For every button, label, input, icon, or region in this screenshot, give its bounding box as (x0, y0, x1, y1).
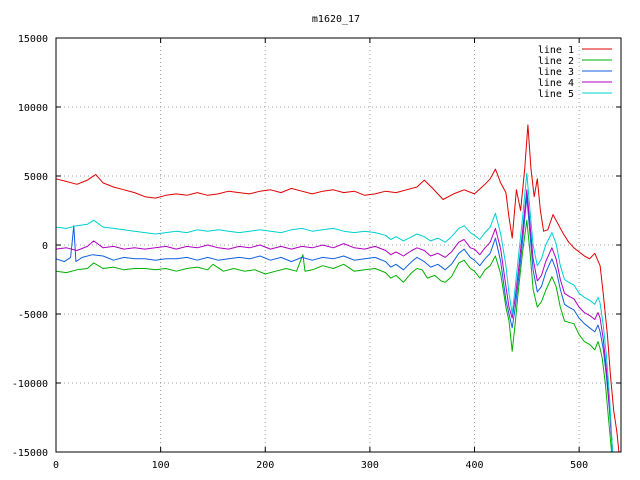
y-tick-label: 0 (42, 241, 48, 252)
axis-ticks: 0 100 200 300 400 500 -15000 -10000 -5000 0 5000 10… (12, 34, 621, 471)
grid-lines (56, 38, 621, 452)
legend-label: line 2 (538, 56, 574, 67)
y-tick-label: -5000 (18, 310, 48, 321)
legend-label: line 4 (538, 78, 574, 89)
chart-title: m1620_17 (312, 14, 360, 25)
series-line-1 (55, 124, 620, 453)
x-tick-label: 200 (256, 460, 274, 471)
y-tick-label: 5000 (24, 172, 48, 183)
x-tick-label: 300 (361, 460, 379, 471)
x-tick-label: 500 (570, 460, 588, 471)
series-line-2 (55, 219, 613, 453)
legend-label: line 1 (538, 45, 574, 56)
x-tick-label: 100 (152, 460, 170, 471)
y-tick-label: 15000 (18, 34, 48, 45)
legend-label: line 5 (538, 89, 574, 100)
series-line-4 (55, 189, 614, 453)
y-tick-label: -10000 (12, 379, 48, 390)
series-line-5 (55, 172, 614, 453)
y-tick-label: -15000 (12, 448, 48, 459)
y-tick-label: 10000 (18, 103, 48, 114)
x-tick-label: 0 (53, 460, 59, 471)
x-tick-label: 400 (465, 460, 483, 471)
series-lines (55, 124, 620, 453)
series-line-3 (55, 196, 614, 453)
legend-label: line 3 (538, 67, 574, 78)
